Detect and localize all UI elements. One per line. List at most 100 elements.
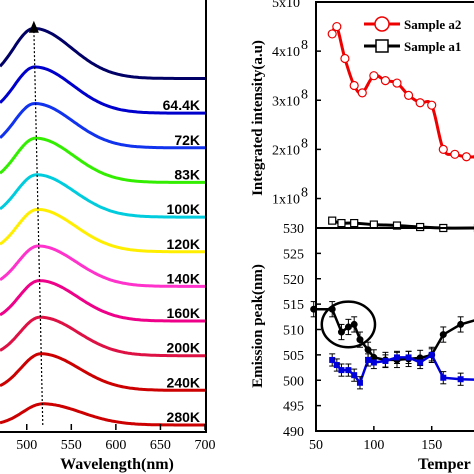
emission-point	[344, 323, 352, 331]
spectrum-curve	[0, 279, 205, 323]
emission-point	[356, 336, 364, 344]
x-tick-label: 100	[363, 438, 384, 453]
temperature-label: 280K	[167, 409, 200, 425]
intensity-point	[357, 88, 367, 98]
emission-ticks: 490 495 500 505 510 515 520 525 530 50 100 150	[283, 222, 442, 453]
emission-point	[338, 367, 345, 374]
y-tick-label: 4x10	[272, 45, 300, 60]
intensity-point	[415, 98, 425, 108]
legend-label: Sample a1	[404, 39, 461, 54]
spectrum-curve	[0, 136, 205, 184]
x-tick-label: 700	[195, 438, 216, 453]
y-tick-label: 1x10	[272, 193, 300, 208]
emission-point	[382, 357, 389, 364]
x-tick-label: 650	[150, 438, 171, 453]
intensity-point	[403, 90, 414, 100]
y-tick-label: 500	[283, 374, 304, 389]
intensity-point	[328, 216, 337, 225]
emission-series	[310, 301, 474, 390]
y-tick-exponent: 8	[301, 38, 308, 53]
legend-label: Sample a2	[404, 17, 461, 32]
y-tick-label: 495	[283, 400, 304, 415]
intensity-point	[349, 80, 359, 91]
emission-y-axis-label: Emission peak(nm)	[250, 264, 266, 388]
y-tick-label: 520	[283, 273, 304, 288]
emission-peak-panel: 490 495 500 505 510 515 520 525 530 50 100 150 Emis…	[250, 222, 474, 473]
x-tick-label: 550	[61, 438, 82, 453]
y-tick-exponent: 8	[301, 0, 308, 4]
emission-point	[405, 354, 412, 361]
temperature-label: 160K	[167, 305, 200, 321]
y-tick-label: 525	[283, 247, 304, 262]
spectrum-curve	[0, 65, 205, 115]
legend-marker	[375, 39, 389, 53]
intensity-point	[337, 218, 346, 228]
left-x-axis-label: Wavelength(nm)	[60, 456, 174, 473]
spectrum-curve	[0, 244, 205, 288]
intensity-point	[392, 221, 402, 230]
spectrum-curve	[0, 173, 205, 219]
left-plot-frame	[0, 0, 207, 433]
y-tick-label: 505	[283, 349, 304, 364]
emission-point	[457, 320, 465, 328]
y-tick-exponent: 8	[301, 186, 308, 201]
temperature-label: 83K	[174, 167, 200, 183]
intensity-point	[380, 76, 391, 86]
pl-spectra-panel: 280K240K200K160K140K120K100K83K72K64.4K …	[0, 0, 216, 473]
integrated-intensity-panel: 1x1082x1083x1084x1085x108 Sample a2Sampl…	[250, 0, 474, 233]
emission-x-axis-label: Temper	[418, 456, 471, 473]
intensity-point	[369, 71, 379, 81]
spectrum-curve	[0, 315, 205, 358]
intensity-point	[392, 78, 402, 88]
emission-point	[440, 374, 447, 381]
intensity-legend: Sample a2 Sample a1	[364, 16, 461, 54]
intensity-y-axis-label: Integrated intensity(a.u)	[250, 40, 266, 196]
highlight-ellipse	[320, 300, 377, 349]
emission-point	[457, 376, 464, 383]
temperature-label: 140K	[167, 270, 200, 286]
temperature-label: 100K	[167, 201, 200, 217]
left-x-ticks: 500 550 600 650 700	[16, 424, 216, 453]
emission-point	[310, 305, 318, 313]
emission-point	[394, 354, 400, 361]
y-tick-exponent: 8	[301, 136, 308, 151]
emission-point	[351, 372, 358, 379]
temperature-label: 240K	[167, 374, 200, 390]
emission-point	[365, 356, 372, 363]
emission-point	[333, 362, 340, 369]
temperature-label: 120K	[167, 236, 200, 252]
emission-line	[331, 353, 474, 386]
y-tick-label: 510	[283, 324, 304, 339]
spectrum-curve	[0, 402, 205, 427]
emission-point	[417, 359, 424, 366]
temperature-labels: 280K 240K 200K 160K 140K 120K 100K 83K 72K 64.4K	[163, 97, 200, 425]
emission-point	[337, 328, 345, 336]
x-tick-label: 150	[421, 438, 442, 453]
emission-point	[329, 356, 336, 363]
emission-point	[428, 351, 435, 358]
emission-line	[313, 307, 474, 362]
y-tick-label: 490	[283, 425, 304, 440]
temperature-label: 72K	[174, 132, 200, 148]
temperature-label: 64.4K	[163, 97, 200, 113]
peak-shift-arrow	[28, 20, 39, 33]
x-tick-label: 500	[16, 438, 37, 453]
y-tick-label: 515	[283, 298, 304, 313]
intensity-point	[427, 100, 437, 110]
intensity-y-ticks: 1x1082x1083x1084x1085x108	[272, 0, 321, 208]
emission-point	[370, 359, 377, 366]
spectrum-curve	[0, 352, 205, 392]
spectrum-curve	[0, 102, 205, 150]
emission-point	[350, 320, 358, 328]
y-tick-label: 3x10	[272, 94, 300, 109]
intensity-point	[461, 152, 472, 162]
y-tick-label: 530	[283, 222, 304, 237]
intensity-point	[332, 21, 342, 32]
emission-point	[364, 346, 372, 354]
emission-point	[439, 331, 447, 339]
y-tick-label: 5x10	[272, 0, 300, 11]
x-tick-label: 600	[105, 438, 126, 453]
temperature-label: 200K	[167, 340, 200, 356]
intensity-point	[340, 53, 350, 64]
